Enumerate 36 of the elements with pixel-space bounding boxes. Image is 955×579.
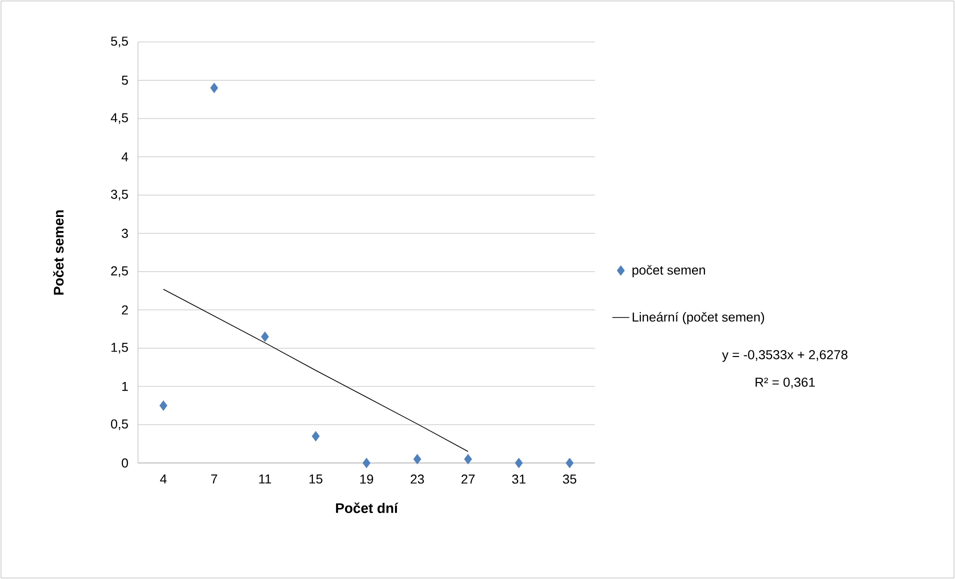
y-tick-label: 3 [122,228,128,238]
x-tick-label: 7 [211,474,218,484]
y-tick-label: 2,5 [111,266,128,277]
y-tick-label: 2 [122,305,128,314]
point [514,458,523,468]
point [312,430,320,442]
x-tick-label: 4 [160,474,167,484]
text: R² = 0,361 [756,378,815,388]
y-tick-label: 5,5 [111,36,128,48]
legend-label: počet semen [632,265,705,278]
x-tick-label: 15 [310,474,322,484]
point [566,458,574,468]
point [464,454,472,464]
text: y = -0,3533x + 2,6278 [722,350,848,362]
y-tick-label: 1,5 [111,342,128,354]
point [210,82,218,94]
y-tick-label: 3,5 [110,190,128,200]
y-axis-title: Počet semen [53,210,64,295]
point [413,454,422,464]
y-tick-label: 0 [122,458,128,468]
x-tick-label: 31 [512,474,526,484]
x-tick-label: 19 [360,474,374,484]
point [362,458,370,468]
x-tick-label: 23 [410,474,424,484]
point [159,400,168,411]
y-tick-label: 5 [122,76,128,85]
y-tick-label: 1 [122,382,128,391]
x-tick-label: 27 [462,474,475,484]
legend-label: Lineární (počet semen) [632,312,764,324]
point [261,331,269,342]
x-tick-label: 35 [562,474,576,484]
x-axis-title: Počet dní [336,502,398,514]
y-tick-label: 0,5 [110,419,128,430]
y-tick-label: 4 [122,152,128,162]
x-tick-label: 11 [259,474,272,484]
y-tick-label: 4,5 [110,113,128,124]
